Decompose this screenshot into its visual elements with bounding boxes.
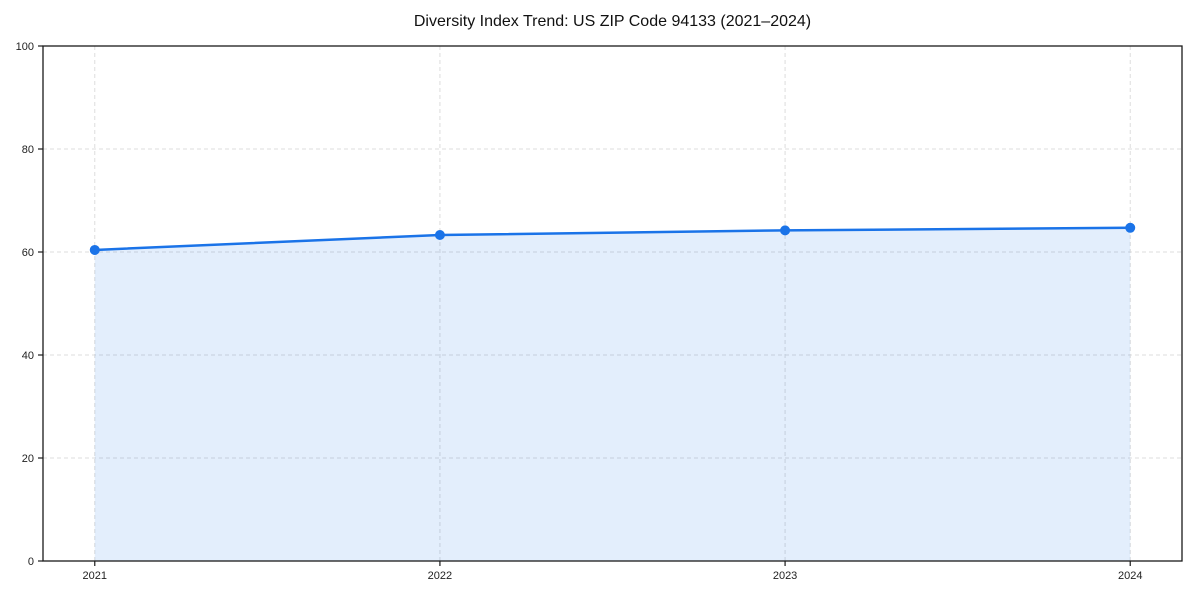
trend-line [93, 226, 1132, 252]
y-tick-label: 80 [22, 144, 34, 156]
y-axis: 0 20 40 60 80 100 [16, 41, 43, 568]
plot-background [43, 46, 1182, 561]
x-tick-label: 2023 [773, 570, 797, 582]
chart-title: Diversity Index Trend: US ZIP Code 94133… [413, 13, 812, 30]
data-point [780, 225, 791, 236]
data-point [1125, 222, 1136, 233]
plot-border [42, 45, 1183, 562]
x-tick-label: 2024 [1118, 570, 1142, 582]
y-tick-label: 0 [28, 556, 34, 568]
x-tick-label: 2021 [83, 570, 107, 582]
y-tick-label: 60 [22, 247, 34, 259]
y-tick-label: 40 [22, 350, 34, 362]
area-fill [94, 227, 1131, 562]
y-tick-label: 100 [16, 41, 34, 53]
data-point [89, 244, 100, 255]
x-axis: 2021 2022 2023 2024 [83, 561, 1142, 582]
y-tick-label: 20 [22, 453, 34, 465]
x-tick-label: 2022 [428, 570, 452, 582]
data-points [89, 222, 1136, 255]
data-point [434, 230, 445, 241]
